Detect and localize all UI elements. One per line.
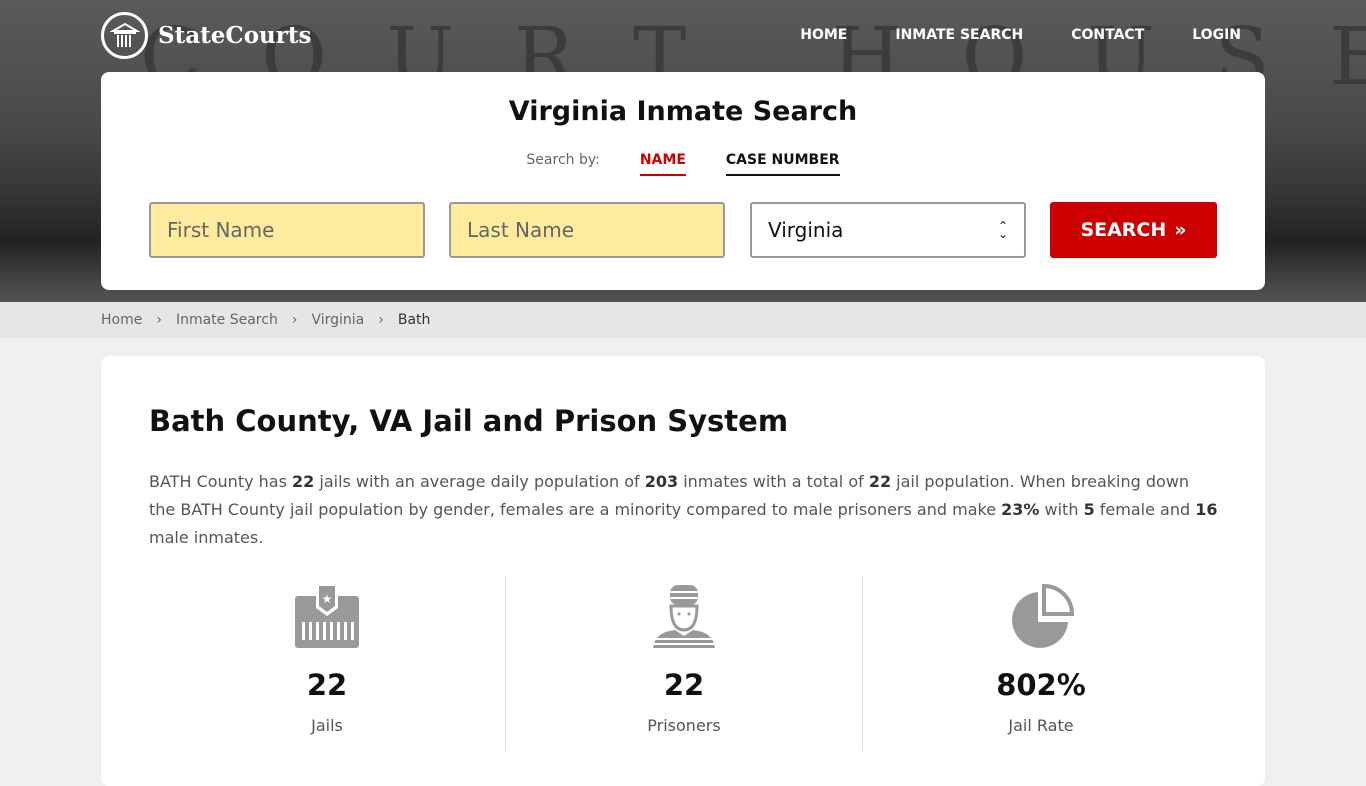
breadcrumb: Home › Inmate Search › Virginia › Bath: [0, 302, 1366, 338]
prisoner-icon: [653, 585, 715, 648]
stat-jail-rate: 802% Jail Rate: [863, 576, 1219, 751]
nav-home[interactable]: HOME: [800, 27, 848, 43]
brand-name: StateCourts: [158, 22, 312, 49]
nav-inmate-search[interactable]: INMATE SEARCH: [895, 27, 1024, 43]
summary-paragraph: BATH County has 22 jails with an average…: [149, 472, 1218, 547]
double-chevron-right-icon: »: [1174, 219, 1187, 241]
search-by-label: Search by:: [526, 152, 600, 168]
search-button-label: SEARCH: [1080, 219, 1167, 241]
stats-row: ★ 22 Jails 22 Prisoners 802% Jail Rate: [149, 576, 1219, 751]
breadcrumb-home[interactable]: Home: [101, 312, 143, 328]
stat-value: 22: [663, 668, 705, 702]
courthouse-icon: [101, 12, 148, 59]
jail-icon: ★: [295, 584, 359, 648]
stat-jails: ★ 22 Jails: [149, 576, 506, 751]
updown-icon: ⌃ ⌄: [997, 219, 1008, 241]
tab-case-number[interactable]: CASE NUMBER: [725, 152, 840, 176]
stat-value: 22: [306, 668, 348, 702]
content-card: Bath County, VA Jail and Prison System B…: [101, 356, 1265, 786]
hero-header: COURT HOUSE StateCourts HOME INMATE SEAR…: [0, 0, 1366, 302]
svg-text:★: ★: [322, 592, 333, 606]
breadcrumb-inmate-search[interactable]: Inmate Search: [175, 312, 278, 328]
chevron-right-icon: ›: [378, 312, 384, 328]
tab-name[interactable]: NAME: [639, 152, 686, 176]
breadcrumb-current: Bath: [397, 312, 431, 328]
main-nav: HOME INMATE SEARCH CONTACT LOGIN: [800, 27, 1241, 43]
stat-prisoners: 22 Prisoners: [506, 576, 863, 751]
nav-contact[interactable]: CONTACT: [1071, 27, 1145, 43]
search-button[interactable]: SEARCH »: [1050, 202, 1217, 258]
first-name-input[interactable]: First Name: [149, 202, 425, 258]
last-name-input[interactable]: Last Name: [449, 202, 725, 258]
stat-label: Prisoners: [647, 716, 721, 735]
search-card: Virginia Inmate Search Search by: NAME C…: [101, 72, 1265, 290]
state-select[interactable]: Virginia ⌃ ⌄: [750, 202, 1026, 258]
stat-label: Jail Rate: [1008, 716, 1074, 735]
search-title: Virginia Inmate Search: [508, 96, 858, 127]
page-title: Bath County, VA Jail and Prison System: [149, 404, 789, 438]
stat-value: 802%: [996, 668, 1086, 702]
logo[interactable]: StateCourts: [101, 12, 311, 59]
state-select-value: Virginia: [768, 218, 844, 242]
stat-label: Jails: [311, 716, 343, 735]
pie-chart-icon: [1012, 583, 1075, 648]
chevron-right-icon: ›: [156, 312, 162, 328]
chevron-right-icon: ›: [291, 312, 298, 328]
breadcrumb-virginia[interactable]: Virginia: [311, 312, 365, 328]
nav-login[interactable]: LOGIN: [1192, 27, 1241, 43]
